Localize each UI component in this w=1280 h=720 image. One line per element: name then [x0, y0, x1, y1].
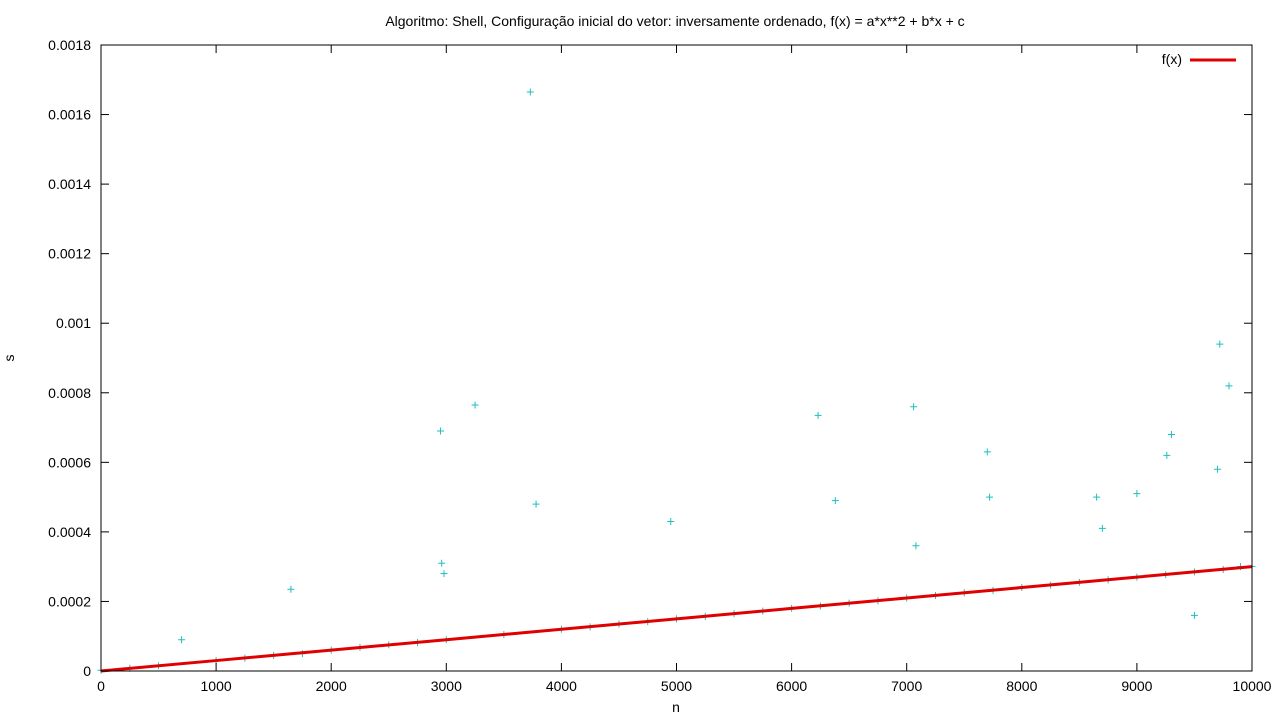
x-tick-label: 9000 [1121, 678, 1152, 694]
y-tick-label: 0.0006 [48, 454, 91, 470]
scatter-points [97, 88, 1256, 674]
x-axis-title: n [672, 699, 680, 715]
data-point [440, 570, 448, 578]
chart-title: Algoritmo: Shell, Configuração inicial d… [385, 13, 964, 29]
data-point [1190, 611, 1198, 619]
plot-frame [100, 44, 1253, 672]
y-tick-label: 0.0018 [48, 37, 91, 53]
x-tick-label: 8000 [1006, 678, 1037, 694]
data-point [983, 448, 991, 456]
y-tick-label: 0.0004 [48, 524, 91, 540]
legend: f(x) [1162, 51, 1236, 67]
y-tick-label: 0.0002 [48, 593, 91, 609]
y-tick-label: 0.001 [56, 315, 91, 331]
fit-line-group [100, 565, 1253, 673]
data-point [438, 559, 446, 567]
y-tick-label: 0.0012 [48, 246, 91, 262]
legend-label-fx: f(x) [1162, 51, 1182, 67]
data-point [1216, 340, 1224, 348]
data-point [1133, 490, 1141, 498]
data-point [287, 585, 295, 593]
data-point [178, 636, 186, 644]
x-tick-label: 3000 [431, 678, 462, 694]
data-point [1098, 524, 1106, 532]
data-point [437, 427, 445, 435]
y-tick-label: 0.0008 [48, 385, 91, 401]
data-point [667, 517, 675, 525]
x-tick-label: 5000 [661, 678, 692, 694]
data-point [1225, 382, 1233, 390]
y-axis: 0 0.0002 0.0004 0.0006 0.0008 0.001 0.0012 0.00… [48, 37, 1252, 679]
data-point [526, 88, 534, 96]
y-tick-label: 0.0016 [48, 107, 91, 123]
fit-line [100, 565, 1253, 673]
x-tick-label: 10000 [1233, 678, 1272, 694]
x-axis: 0 1000 2000 3000 4000 5000 6000 7000 8000 9000 100… [97, 45, 1272, 694]
data-point [814, 411, 822, 419]
data-point [986, 493, 994, 501]
data-point [471, 401, 479, 409]
x-tick-label: 0 [97, 678, 105, 694]
y-axis-title: s [1, 355, 17, 362]
data-point [831, 497, 839, 505]
y-tick-label: 0.0014 [48, 176, 91, 192]
x-tick-label: 7000 [891, 678, 922, 694]
data-point [1213, 465, 1221, 473]
y-tick-label: 0 [83, 663, 91, 679]
data-point [912, 542, 920, 550]
x-tick-label: 6000 [776, 678, 807, 694]
data-point [1167, 431, 1175, 439]
data-point [1163, 451, 1171, 459]
data-point [910, 403, 918, 411]
x-tick-label: 2000 [316, 678, 347, 694]
x-tick-label: 1000 [201, 678, 232, 694]
data-point [532, 500, 540, 508]
data-point [1093, 493, 1101, 501]
x-tick-label: 4000 [546, 678, 577, 694]
